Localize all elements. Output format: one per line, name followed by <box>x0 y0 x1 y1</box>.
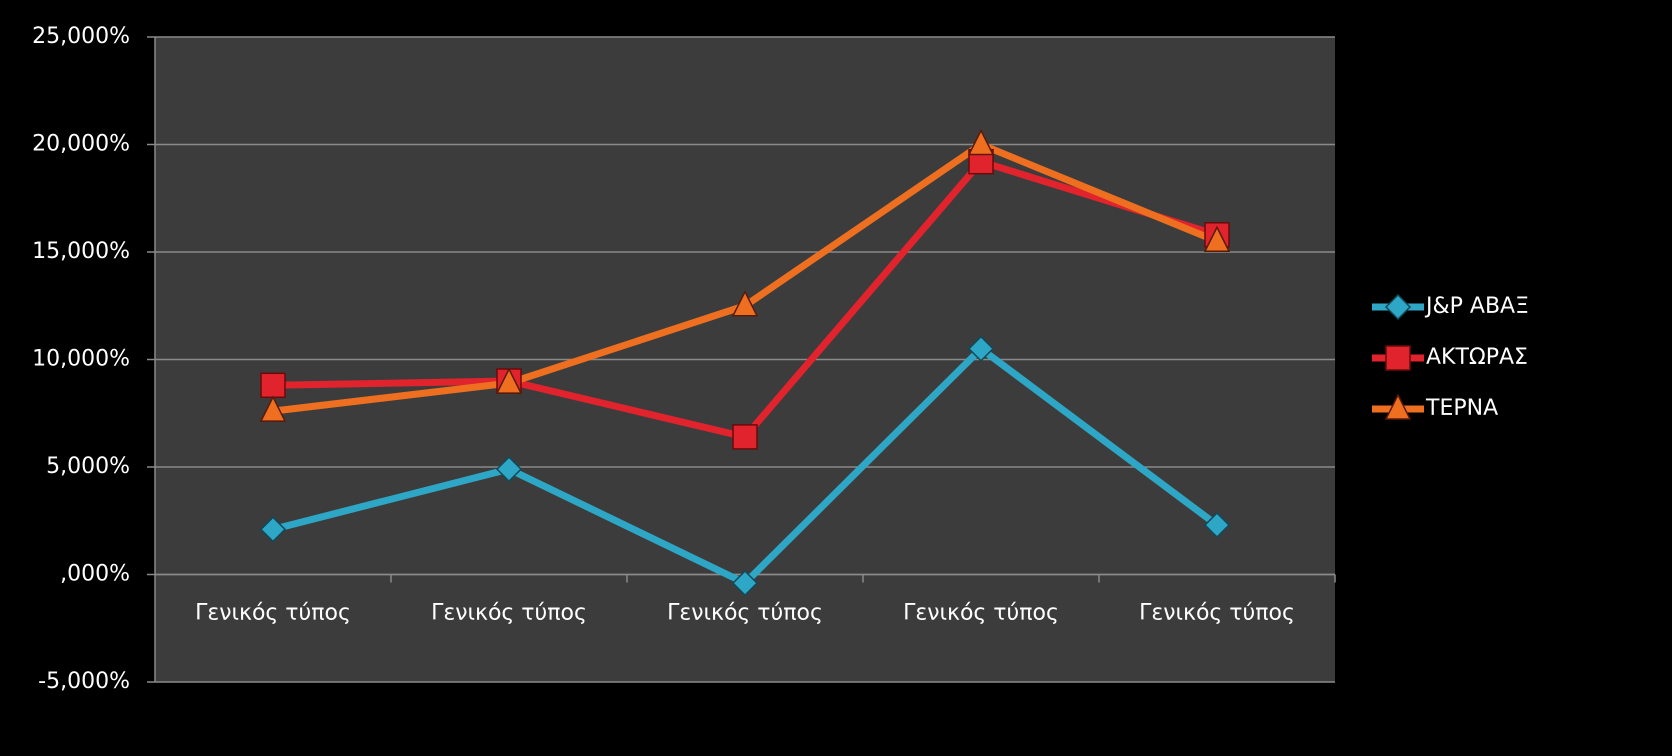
marker <box>1384 393 1412 420</box>
y-tick-label: 5,000% <box>46 454 130 479</box>
y-tick-label: 20,000% <box>32 132 130 157</box>
x-tick-label: Γενικός τύπος <box>903 601 1059 626</box>
y-tick-label: 25,000% <box>32 24 130 49</box>
marker <box>732 424 758 450</box>
marker <box>260 372 286 399</box>
marker <box>1384 293 1412 321</box>
y-tick-label: 10,000% <box>32 347 130 372</box>
marker <box>495 367 523 394</box>
marker <box>1203 511 1231 539</box>
marker <box>1385 345 1411 371</box>
x-tick-label: Γενικός τύπος <box>1139 601 1295 626</box>
x-tick-label: Γενικός τύπος <box>195 601 351 626</box>
legend-label: ΑΚΤΩΡΑΣ <box>1426 345 1528 370</box>
y-tick-label: ,000% <box>60 562 130 587</box>
marker <box>1203 225 1231 252</box>
x-tick-label: Γενικός τύπος <box>667 601 823 626</box>
marker <box>731 290 759 317</box>
marker <box>259 395 287 422</box>
y-tick-label: 15,000% <box>32 239 130 264</box>
marker <box>967 128 995 156</box>
marker <box>967 335 995 362</box>
x-tick-label: Γενικός τύπος <box>431 601 587 626</box>
legend-label: J&P ΑΒΑΞ <box>1424 294 1529 319</box>
marker <box>495 456 523 483</box>
marker <box>259 516 287 543</box>
y-tick-label: -5,000% <box>38 669 130 694</box>
marker <box>731 570 759 597</box>
legend-label: ΤΕΡΝΑ <box>1425 396 1498 421</box>
